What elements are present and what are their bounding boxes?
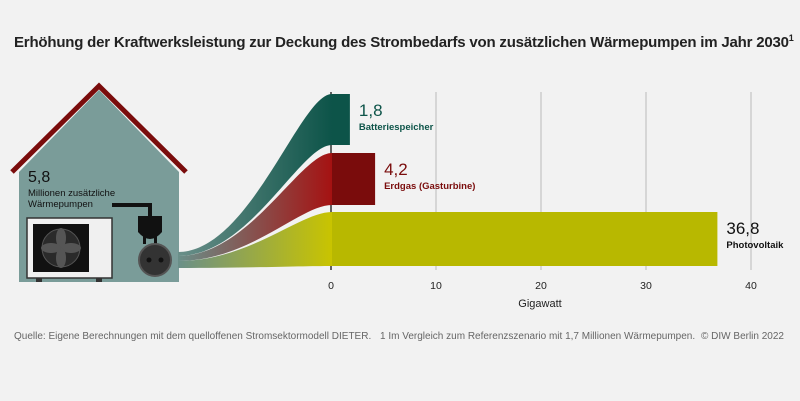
source-note: Quelle: Eigene Berechnungen mit dem quel… bbox=[14, 331, 372, 342]
footnote: 1 Im Vergleich zum Referenzszenario mit … bbox=[380, 331, 696, 342]
bar bbox=[332, 212, 718, 266]
x-axis-ticks: 0 10 20 30 40 bbox=[328, 280, 757, 292]
bar-value-label: 36,8 bbox=[726, 219, 759, 238]
house-value: 5,8 bbox=[28, 169, 50, 186]
house-illustration bbox=[10, 82, 188, 282]
flow-ribbon bbox=[178, 212, 332, 268]
copyright: © DIW Berlin 2022 bbox=[701, 331, 784, 342]
bar-category-label: Photovoltaik bbox=[726, 240, 784, 251]
power-cable bbox=[112, 203, 152, 216]
bar bbox=[332, 94, 350, 145]
flow-ribbon bbox=[178, 153, 332, 261]
flow-ribbons bbox=[178, 94, 332, 268]
x-tick-label: 0 bbox=[328, 280, 334, 292]
fan-blades bbox=[41, 228, 81, 268]
bar-category-label: Erdgas (Gasturbine) bbox=[384, 181, 475, 192]
plug-icon bbox=[138, 216, 162, 239]
bar-category-label: Batteriespeicher bbox=[359, 122, 434, 133]
bar bbox=[332, 153, 376, 205]
x-tick-label: 30 bbox=[640, 280, 652, 292]
x-axis-label: Gigawatt bbox=[518, 298, 561, 310]
x-tick-label: 40 bbox=[745, 280, 757, 292]
chart-bars: 1,8 Batteriespeicher 4,2 Erdgas (Gasturbine… bbox=[332, 94, 784, 266]
bar-value-label: 4,2 bbox=[384, 160, 408, 179]
house-label-line2: Wärmepumpen bbox=[28, 199, 93, 210]
chart-title: Erhöhung der Kraftwerksleistung zur Deck… bbox=[14, 33, 794, 51]
socket-icon bbox=[138, 243, 172, 277]
house-roof bbox=[10, 82, 188, 174]
house-label-line1: Millionen zusätzliche bbox=[28, 188, 115, 199]
flow-ribbon bbox=[178, 94, 332, 256]
x-tick-label: 20 bbox=[535, 280, 547, 292]
bar-value-label: 1,8 bbox=[359, 101, 383, 120]
x-tick-label: 10 bbox=[430, 280, 442, 292]
